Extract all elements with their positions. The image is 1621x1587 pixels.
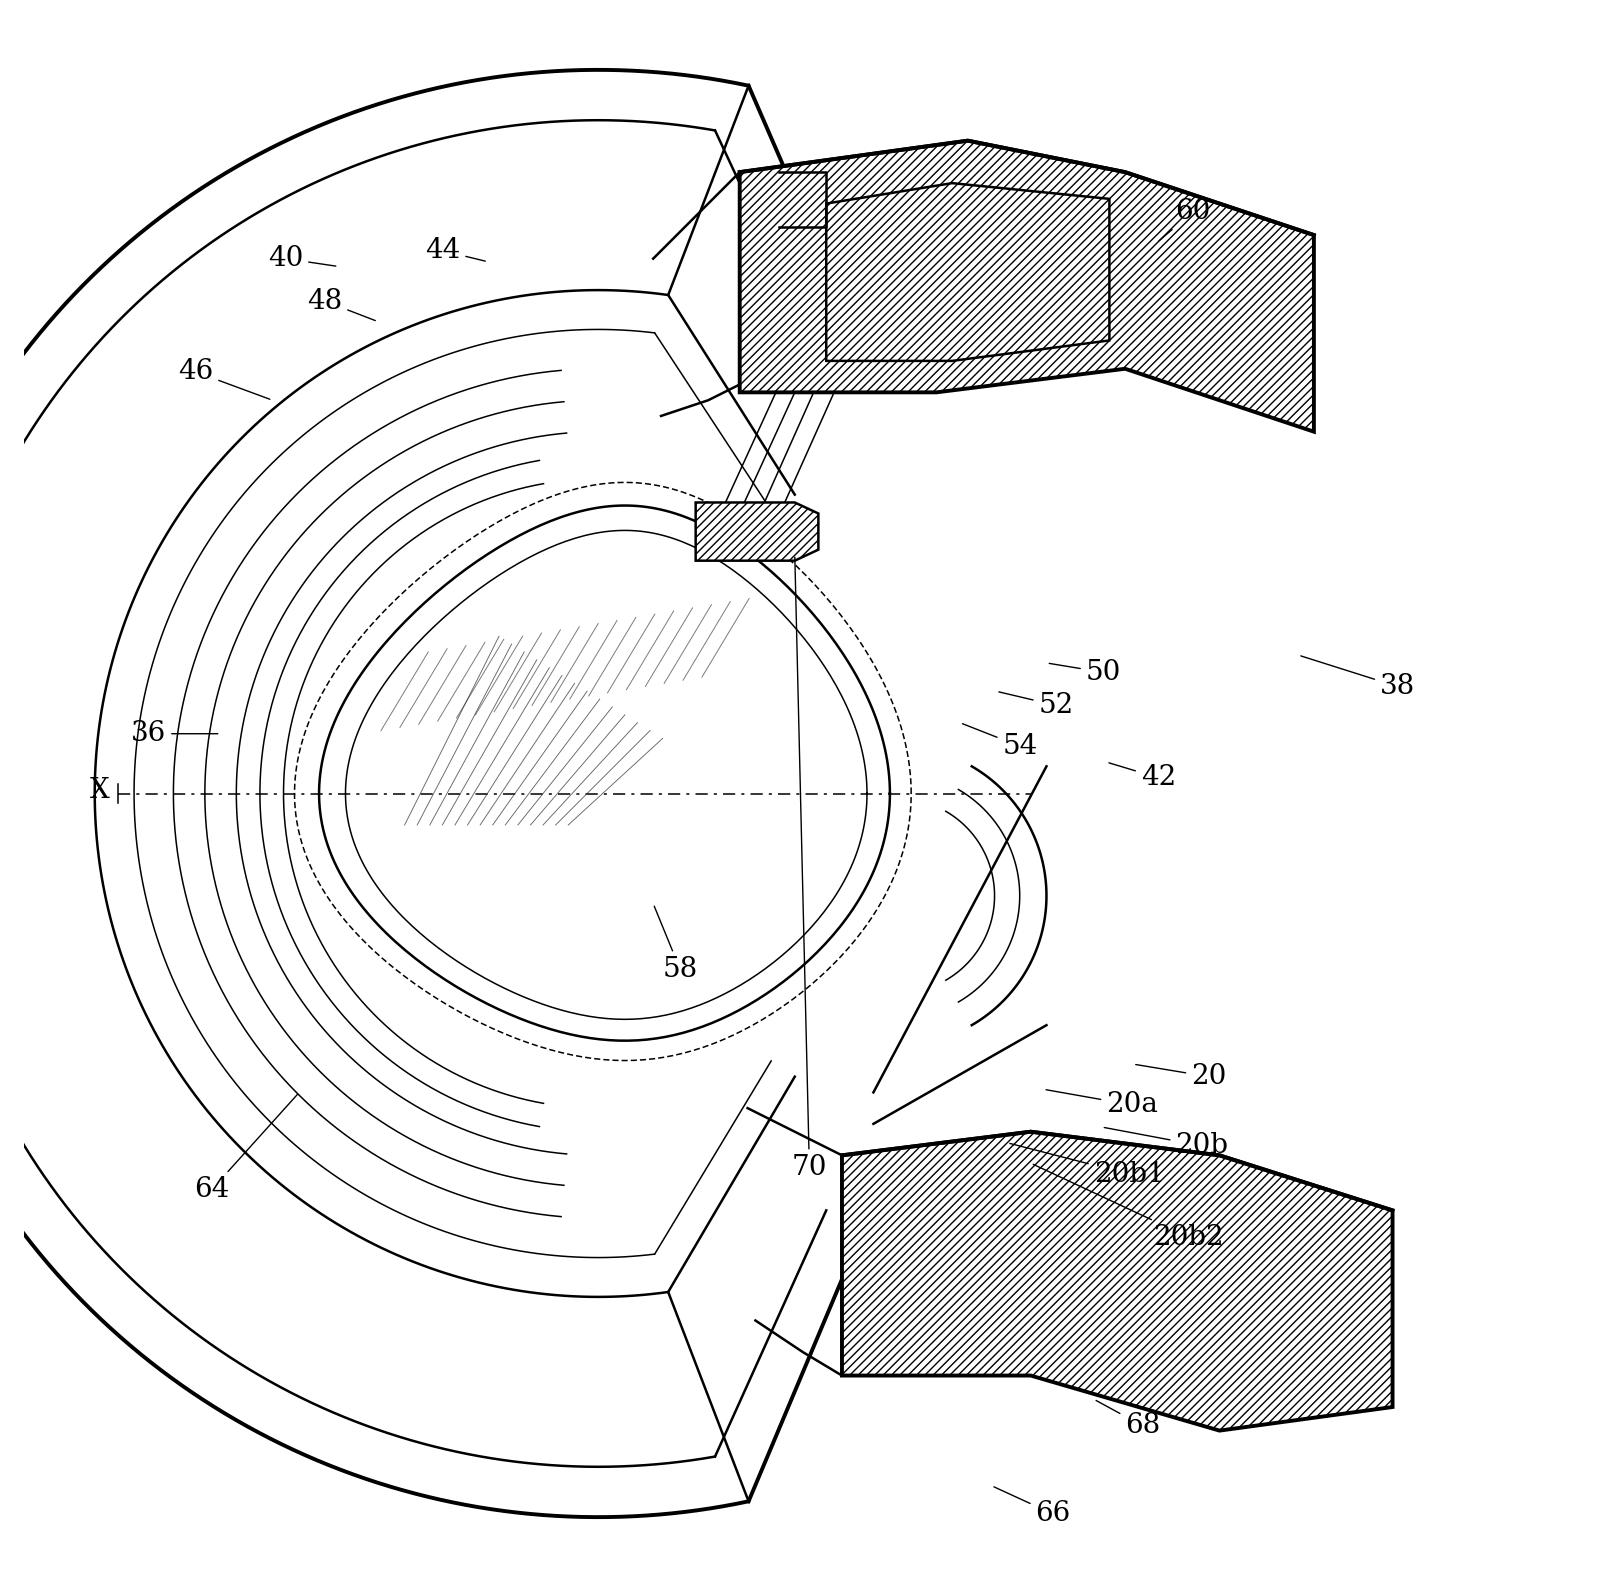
Polygon shape xyxy=(695,503,819,560)
Text: 58: 58 xyxy=(655,906,699,984)
Text: 40: 40 xyxy=(267,244,336,271)
Text: 38: 38 xyxy=(1300,655,1415,700)
Text: 42: 42 xyxy=(1109,763,1177,792)
Text: 50: 50 xyxy=(1049,659,1122,686)
Text: 70: 70 xyxy=(791,557,827,1181)
Polygon shape xyxy=(827,183,1109,360)
Text: 64: 64 xyxy=(195,1095,297,1203)
Text: 20b: 20b xyxy=(1104,1127,1229,1160)
Text: 52: 52 xyxy=(999,692,1073,719)
Polygon shape xyxy=(739,141,1315,432)
Text: 46: 46 xyxy=(178,359,269,400)
Text: 54: 54 xyxy=(963,724,1037,760)
Text: 20b1: 20b1 xyxy=(1010,1143,1164,1187)
Text: 60: 60 xyxy=(1159,198,1211,241)
Text: 68: 68 xyxy=(1096,1400,1161,1439)
Text: 44: 44 xyxy=(425,238,485,265)
Polygon shape xyxy=(841,1132,1392,1430)
Text: 20b2: 20b2 xyxy=(1033,1165,1224,1251)
Text: 66: 66 xyxy=(994,1487,1071,1527)
Text: 20: 20 xyxy=(1136,1063,1227,1090)
Text: 48: 48 xyxy=(306,287,376,321)
Text: 20a: 20a xyxy=(1046,1090,1157,1119)
Text: X: X xyxy=(89,778,109,805)
Text: 36: 36 xyxy=(131,720,217,747)
